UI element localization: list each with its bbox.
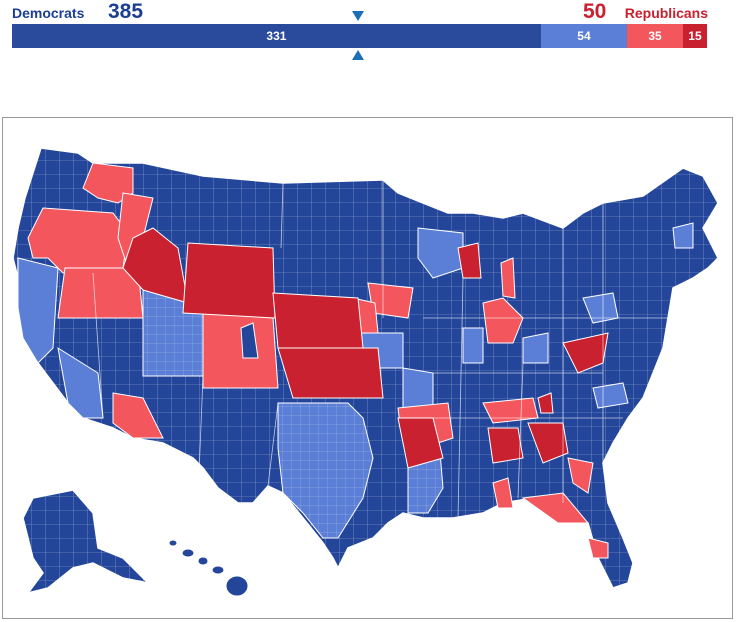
republicans-label: Republicans [624,5,708,21]
district-boundaries [92,180,703,519]
hawaii [168,539,249,597]
democrats-seat-total: 385 [108,0,144,23]
seat-bar: 331 54 35 15 [12,24,707,48]
district-map [2,117,733,619]
democrats-label: Democrats [12,5,85,21]
majority-marker-bottom-icon [352,50,364,60]
lean-rep-segment[interactable]: 35 [627,24,683,48]
lean-rep-regions [27,162,609,559]
safe-dem-segment[interactable]: 331 [12,24,541,48]
safe-rep-regions [122,227,609,469]
republicans-seat-total: 50 [583,0,607,23]
lean-dem-segment[interactable]: 54 [540,24,628,48]
seat-summary-header: Democrats 385 50 Republicans 331 54 35 1… [0,0,736,70]
majority-marker-top-icon [352,11,364,21]
safe-rep-segment[interactable]: 15 [683,24,707,48]
